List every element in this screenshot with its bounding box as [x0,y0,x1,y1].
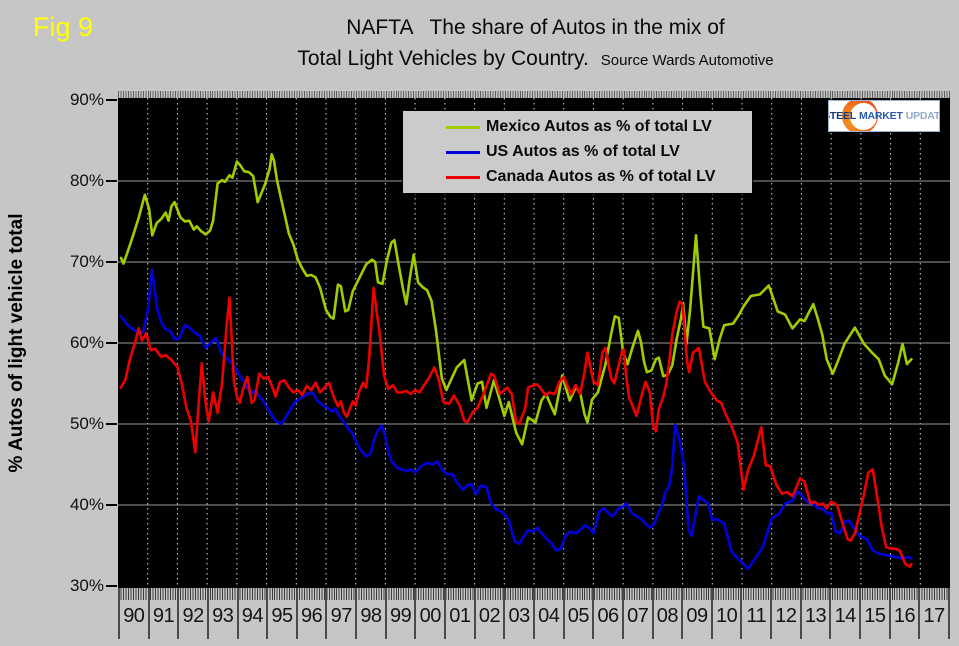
x-tick-label: 97 [325,588,355,639]
x-tick-label: 01 [444,588,474,639]
legend-label: Canada Autos as % of total LV [486,168,716,185]
y-tick-label: 40% [69,495,104,514]
y-tick-mark [106,180,117,182]
x-tick-label: 00 [414,588,444,639]
y-tick-mark [106,504,117,506]
logo-crescent-cut [850,103,877,130]
legend-label: US Autos as % of total LV [486,143,680,160]
y-tick-mark [106,585,117,587]
legend-entry: Mexico Autos as % of total LV [403,118,752,136]
logo-word-market: MARKET [858,110,903,122]
x-tick-label: 98 [355,588,385,639]
x-tick-label: 95 [266,588,296,639]
x-tick-label: 96 [295,588,326,639]
logo-text: STEEL MARKET UPDATE [829,101,940,131]
y-tick-mark [106,261,117,263]
y-tick-label: 30% [69,576,104,595]
x-tick-label: 16 [888,588,919,639]
x-tick-label: 90 [118,588,148,639]
legend-line-swatch [446,175,480,179]
x-tick-label: 07 [621,588,652,639]
y-tick-mark [106,342,117,344]
y-tick-label: 90% [69,90,104,109]
logo-word-steel: STEEL [829,110,856,122]
x-tick-label: 02 [473,588,504,639]
x-tick-label: 11 [740,588,770,639]
x-tick-label: 06 [592,588,622,639]
y-tick-label: 60% [69,333,104,352]
series-line [119,152,913,446]
steel-market-update-logo: STEEL MARKET UPDATE [828,100,940,132]
legend-line-swatch [446,150,480,154]
x-tick-label: 92 [177,588,207,639]
x-tick-label: 13 [799,588,830,639]
x-tick-label: 94 [236,588,267,639]
x-tick-label: 03 [503,588,533,639]
x-axis: 90 91 92 93 94 95 96 97 98 99 00 01 02 03 04 05 06 07 08 09… [118,588,950,639]
legend-entry: Canada Autos as % of total LV [403,168,752,186]
x-tick-label: 09 [681,588,711,639]
legend-entry: US Autos as % of total LV [403,143,752,161]
chart-title-line2-text: Total Light Vehicles by Country. [297,47,589,70]
x-tick-label: 05 [562,588,593,639]
chart-title-line1: NAFTA The share of Autos in the mix of [346,16,725,39]
legend-box: Mexico Autos as % of total LV US Autos as… [402,110,753,194]
x-tick-label: 15 [859,588,889,639]
y-tick-mark [106,423,117,425]
chart-title-block: NAFTA The share of Autos in the mix of T… [113,16,958,71]
y-tick-mark [106,99,117,101]
chart-title-line2: Total Light Vehicles by Country. Source W… [113,47,958,71]
legend-label: Mexico Autos as % of total LV [486,118,712,135]
series-line [119,286,913,568]
x-tick-label: 08 [651,588,682,639]
y-axis-title: % Autos of light vehicle total [6,213,27,473]
x-tick-label: 91 [147,588,178,639]
x-tick-label: 99 [384,588,415,639]
x-tick-label: 93 [206,588,237,639]
logo-word-update: UPDATE [905,110,940,122]
x-tick-label: 10 [710,588,741,639]
y-tick-label: 80% [69,171,104,190]
legend-line-swatch [446,125,480,129]
chart-source-label: Source Wards Automotive [600,52,774,69]
y-tick-label: 50% [69,414,104,433]
x-tick-label: 12 [770,588,800,639]
top-minor-tick-strip [118,91,950,98]
figure-number-label: Fig 9 [33,12,94,42]
x-tick-label: 04 [532,588,563,639]
x-tick-label: 17 [918,588,948,639]
y-tick-label: 70% [69,252,104,271]
x-tick-label: 14 [829,588,859,639]
